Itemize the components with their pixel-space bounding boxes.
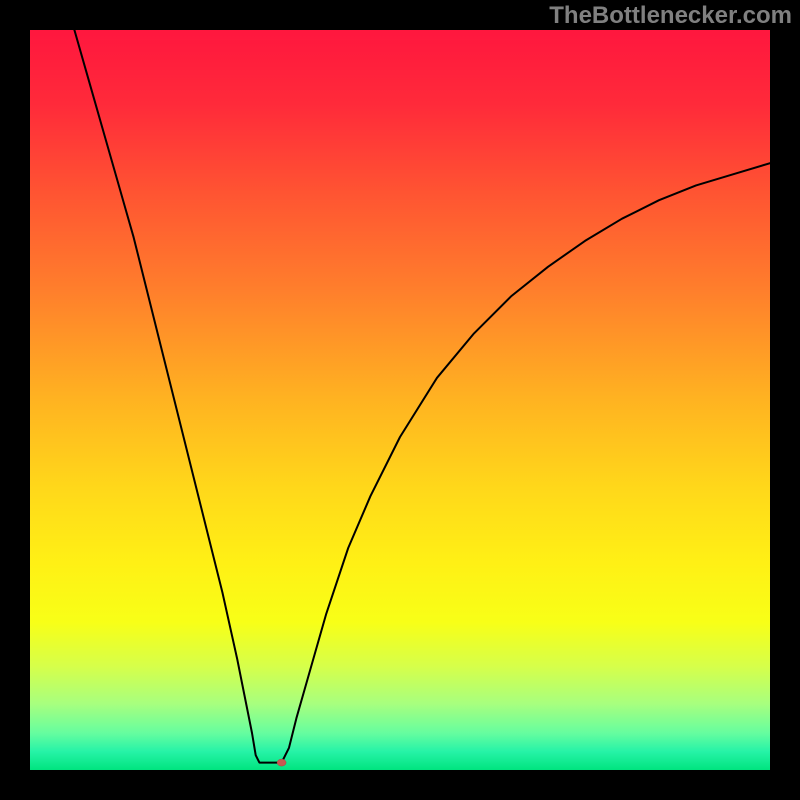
optimal-point-marker <box>277 759 286 766</box>
watermark-text: TheBottlenecker.com <box>549 2 792 30</box>
plot-area <box>30 30 770 770</box>
gradient-background <box>30 30 770 770</box>
chart-root: TheBottlenecker.com <box>0 0 800 800</box>
bottleneck-chart-svg <box>30 30 770 770</box>
